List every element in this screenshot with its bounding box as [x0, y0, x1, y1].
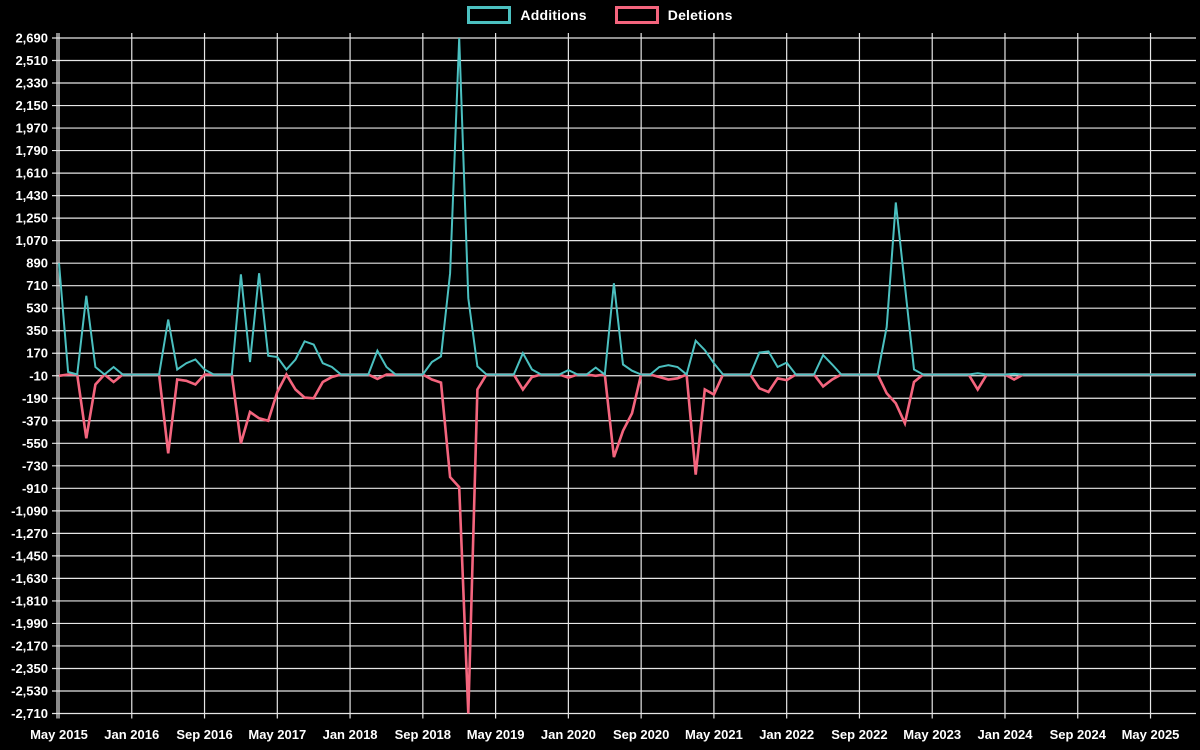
- y-tick-label: -190: [22, 391, 48, 406]
- legend-item-deletions[interactable]: Deletions: [614, 6, 733, 24]
- y-tick-label: -1,630: [11, 571, 48, 586]
- chart-legend: Additions Deletions: [0, 6, 1200, 24]
- y-tick-label: -1,810: [11, 593, 48, 608]
- y-tick-label: 170: [26, 346, 48, 361]
- legend-item-additions[interactable]: Additions: [467, 6, 587, 24]
- y-tick-label: 350: [26, 323, 48, 338]
- x-tick-label: Sep 2024: [1050, 727, 1107, 742]
- y-tick-label: -2,170: [11, 638, 48, 653]
- y-tick-label: -910: [22, 481, 48, 496]
- y-tick-label: -1,990: [11, 616, 48, 631]
- x-tick-label: May 2017: [248, 727, 306, 742]
- y-tick-label: 2,330: [15, 76, 48, 91]
- y-tick-label: 1,250: [15, 211, 48, 226]
- x-tick-label: Sep 2018: [395, 727, 451, 742]
- x-tick-label: May 2023: [903, 727, 961, 742]
- y-tick-label: 530: [26, 301, 48, 316]
- x-tick-label: Jan 2016: [104, 727, 159, 742]
- y-tick-label: -2,530: [11, 683, 48, 698]
- x-tick-label: Jan 2018: [323, 727, 378, 742]
- x-tick-label: May 2021: [685, 727, 743, 742]
- y-tick-label: -730: [22, 458, 48, 473]
- y-tick-label: -1,090: [11, 503, 48, 518]
- additions-swatch-icon: [467, 6, 512, 24]
- y-tick-label: -10: [29, 368, 48, 383]
- y-tick-label: 890: [26, 256, 48, 271]
- y-tick-label: -1,450: [11, 548, 48, 563]
- y-tick-label: 1,610: [15, 166, 48, 181]
- legend-label-additions: Additions: [520, 7, 587, 23]
- y-tick-label: -1,270: [11, 526, 48, 541]
- y-tick-label: 2,690: [15, 31, 48, 46]
- x-tick-label: Jan 2024: [978, 727, 1034, 742]
- y-tick-label: -550: [22, 436, 48, 451]
- y-tick-label: 2,150: [15, 98, 48, 113]
- x-tick-label: Sep 2020: [613, 727, 669, 742]
- x-tick-label: Sep 2016: [176, 727, 232, 742]
- y-tick-label: 1,430: [15, 188, 48, 203]
- x-tick-label: May 2025: [1122, 727, 1180, 742]
- y-tick-label: -2,710: [11, 706, 48, 721]
- y-tick-label: 1,070: [15, 233, 48, 248]
- x-tick-label: Sep 2022: [831, 727, 887, 742]
- y-tick-label: 1,790: [15, 143, 48, 158]
- y-tick-label: 710: [26, 278, 48, 293]
- x-tick-label: Jan 2020: [541, 727, 596, 742]
- x-tick-label: May 2015: [30, 727, 88, 742]
- x-tick-label: Jan 2022: [759, 727, 814, 742]
- deletions-line: [58, 371, 1196, 714]
- additions-line: [58, 37, 1196, 377]
- y-tick-label: -2,350: [11, 661, 48, 676]
- x-tick-label: May 2019: [467, 727, 525, 742]
- legend-label-deletions: Deletions: [667, 7, 733, 23]
- y-tick-label: 1,970: [15, 121, 48, 136]
- y-tick-label: 2,510: [15, 53, 48, 68]
- deletions-swatch-icon: [614, 6, 659, 24]
- y-tick-label: -370: [22, 413, 48, 428]
